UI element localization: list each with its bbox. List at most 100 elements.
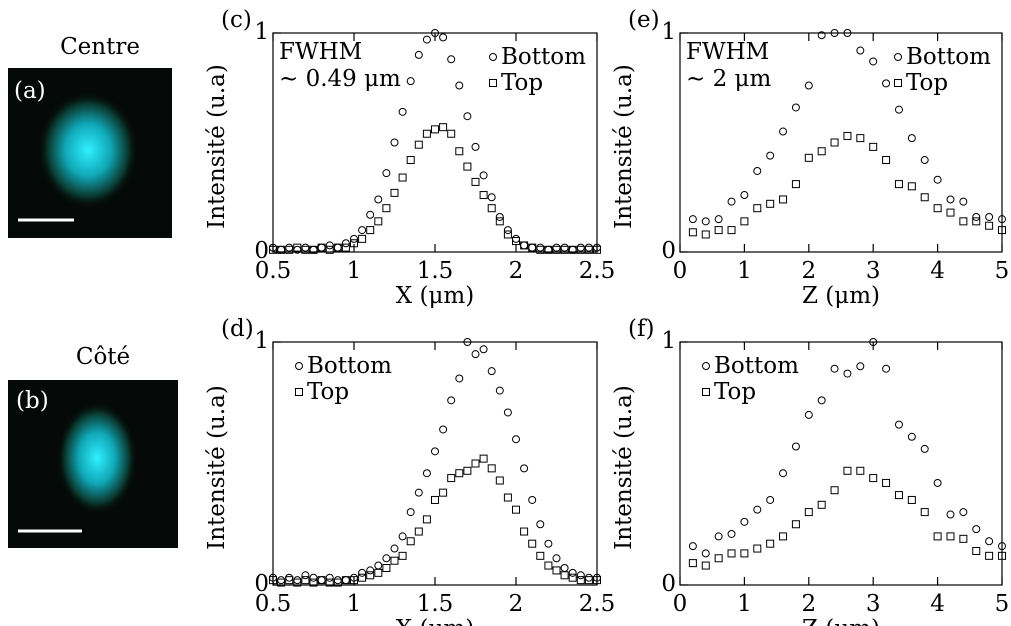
plot-frame (679, 341, 1003, 586)
point (422, 35, 431, 44)
point (341, 576, 350, 585)
point (568, 245, 577, 254)
point (843, 466, 852, 475)
panel-label: (b) (16, 388, 49, 414)
y-axis-label: Intensité (u.a) (611, 385, 637, 550)
point (998, 226, 1006, 235)
y-tick-label: 0 (254, 238, 269, 264)
point (753, 166, 762, 175)
point (843, 29, 852, 37)
point (520, 241, 529, 250)
point (503, 226, 512, 235)
point (512, 234, 520, 243)
point (972, 217, 981, 226)
point (972, 525, 981, 534)
point (998, 551, 1006, 560)
point (584, 573, 593, 582)
point (350, 576, 358, 585)
point (933, 175, 942, 184)
point (753, 505, 762, 514)
point (463, 338, 472, 346)
legend-label: Bottom (501, 44, 586, 70)
point (455, 469, 464, 478)
annotation: FWHM (279, 39, 362, 65)
point (382, 169, 391, 178)
point (727, 197, 736, 206)
point (520, 464, 529, 473)
point (398, 107, 407, 116)
point (584, 576, 593, 585)
point (431, 495, 439, 504)
point (374, 217, 383, 226)
point (536, 245, 545, 254)
point (512, 435, 520, 444)
point (414, 140, 423, 149)
point (358, 234, 367, 243)
x-tick-label: 2 (801, 591, 816, 617)
x-tick-label: 2 (509, 258, 524, 284)
point (406, 508, 415, 517)
point (869, 142, 878, 151)
chart: 0 1 2 3 4 5 0 1 Z (μm) Intensité (u.a) (e) FWHM∼ 2 … (611, 7, 1009, 309)
x-tick-label: 0.5 (255, 591, 292, 617)
point (920, 444, 929, 453)
point (920, 156, 929, 165)
point (907, 495, 916, 504)
point (560, 571, 569, 580)
point (933, 204, 942, 213)
point (714, 215, 723, 224)
x-tick-label: 1.5 (417, 591, 454, 617)
point (309, 245, 318, 254)
legend-label: Bottom (906, 44, 991, 70)
point (894, 180, 903, 189)
point (536, 520, 545, 529)
point (431, 447, 439, 456)
point (325, 241, 334, 250)
x-tick-label: 0.5 (255, 258, 292, 284)
point (406, 537, 415, 546)
image-title: Centre (60, 34, 140, 60)
point (277, 578, 286, 587)
point (959, 508, 968, 517)
point (882, 478, 891, 487)
point (528, 495, 537, 504)
point (463, 466, 472, 475)
point (946, 195, 955, 204)
point (536, 243, 545, 252)
point (869, 57, 878, 66)
chart: 0 1 2 3 4 5 0 1 Z (μm) Intensité (u.a) (f) BottomTo… (611, 316, 1009, 626)
point (972, 212, 981, 221)
point (293, 578, 302, 587)
point (946, 532, 955, 541)
point (985, 212, 994, 221)
point (740, 191, 749, 200)
point (856, 46, 865, 55)
point (856, 362, 865, 371)
point (804, 508, 813, 517)
point (414, 488, 423, 497)
point (779, 532, 788, 541)
point (544, 561, 553, 570)
point (817, 147, 826, 156)
point (366, 571, 375, 580)
point (817, 31, 826, 40)
point (560, 243, 569, 252)
legend-marker (489, 53, 497, 61)
legend-marker (894, 53, 902, 61)
plot-frame (679, 32, 1003, 253)
point (382, 554, 391, 563)
point (998, 542, 1006, 551)
point (398, 551, 407, 560)
point (422, 515, 431, 524)
point (779, 469, 788, 478)
point (584, 245, 593, 254)
legend-label: Bottom (307, 353, 392, 379)
x-tick-label: 4 (930, 258, 945, 284)
x-tick-label: 2.5 (579, 258, 616, 284)
point (317, 243, 326, 252)
point (998, 215, 1006, 224)
point (933, 532, 942, 541)
point (374, 195, 383, 204)
x-tick-label: 4 (930, 591, 945, 617)
x-tick-label: 0 (673, 258, 688, 284)
